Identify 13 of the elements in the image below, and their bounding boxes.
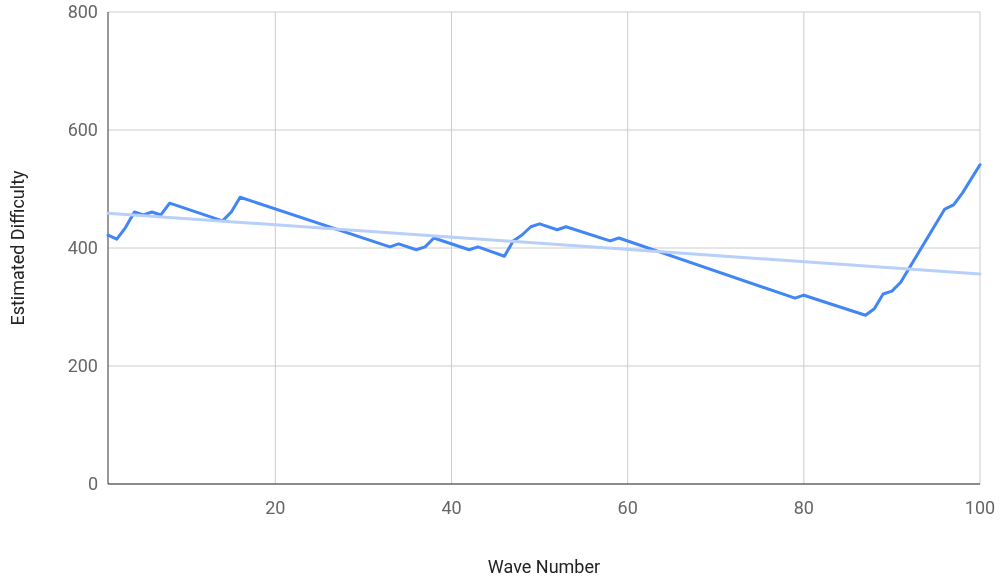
y-tick-label: 200 xyxy=(67,355,98,377)
x-tick-label: 40 xyxy=(441,497,462,518)
x-tick-label: 80 xyxy=(793,497,814,518)
x-tick-label: 60 xyxy=(617,497,638,518)
y-tick-label: 600 xyxy=(67,119,98,141)
y-tick-label: 0 xyxy=(87,473,98,495)
x-tick-label: 20 xyxy=(265,497,286,518)
line-series xyxy=(106,163,982,317)
x-tick-label: 100 xyxy=(964,497,996,518)
x-axis-title: Wave Number xyxy=(487,556,601,577)
y-axis-title: Estimated Difficulty xyxy=(7,169,28,326)
y-tick-label: 800 xyxy=(67,1,98,23)
y-tick-label: 400 xyxy=(67,237,98,259)
